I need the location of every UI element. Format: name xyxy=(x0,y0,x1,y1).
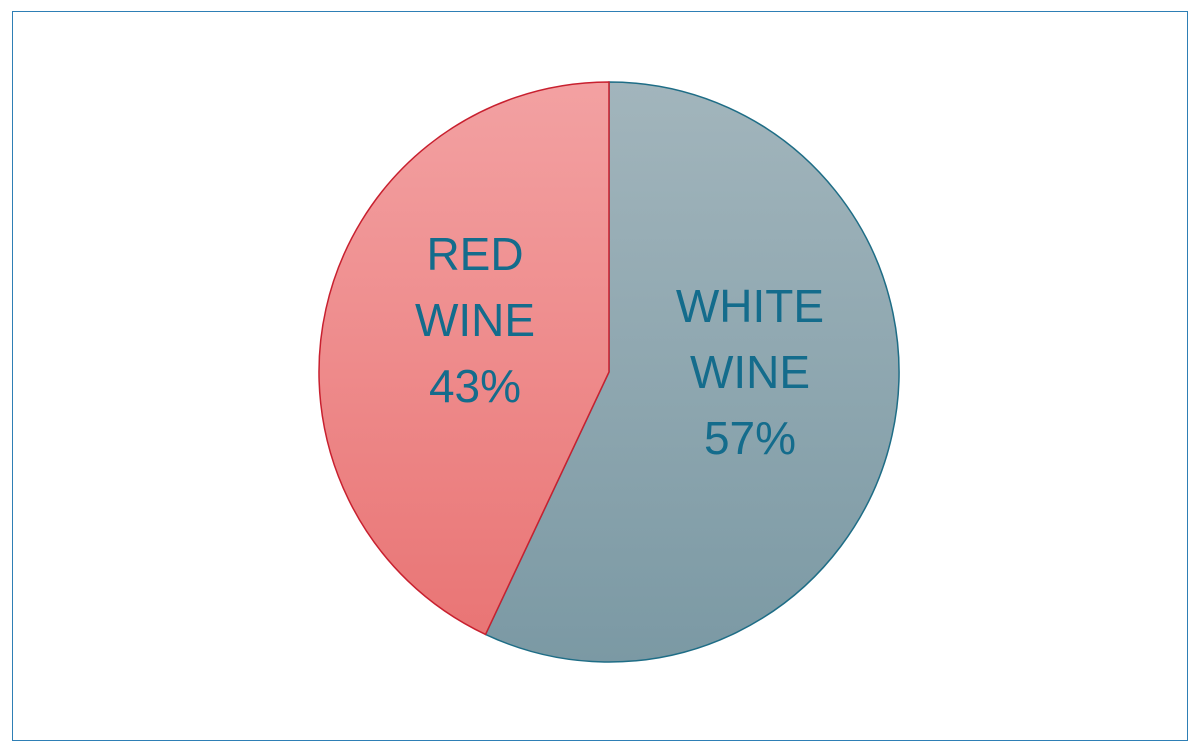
slice-label-white-wine-line-1: WINE xyxy=(690,346,810,398)
pie-slice-red-wine xyxy=(318,81,610,636)
slice-label-red-wine-line-2: 43% xyxy=(429,360,521,412)
slice-label-white-wine-line-0: WHITE xyxy=(676,280,824,332)
pie-slice-white-wine xyxy=(484,81,900,663)
pie-labels: WHITE WINE 57% RED WINE 43% xyxy=(415,228,824,464)
slice-label-red-wine-line-1: WINE xyxy=(415,294,535,346)
pie-slices xyxy=(318,81,900,663)
slice-label-red-wine-line-0: RED xyxy=(426,228,523,280)
slice-label-white-wine-line-2: 57% xyxy=(704,412,796,464)
